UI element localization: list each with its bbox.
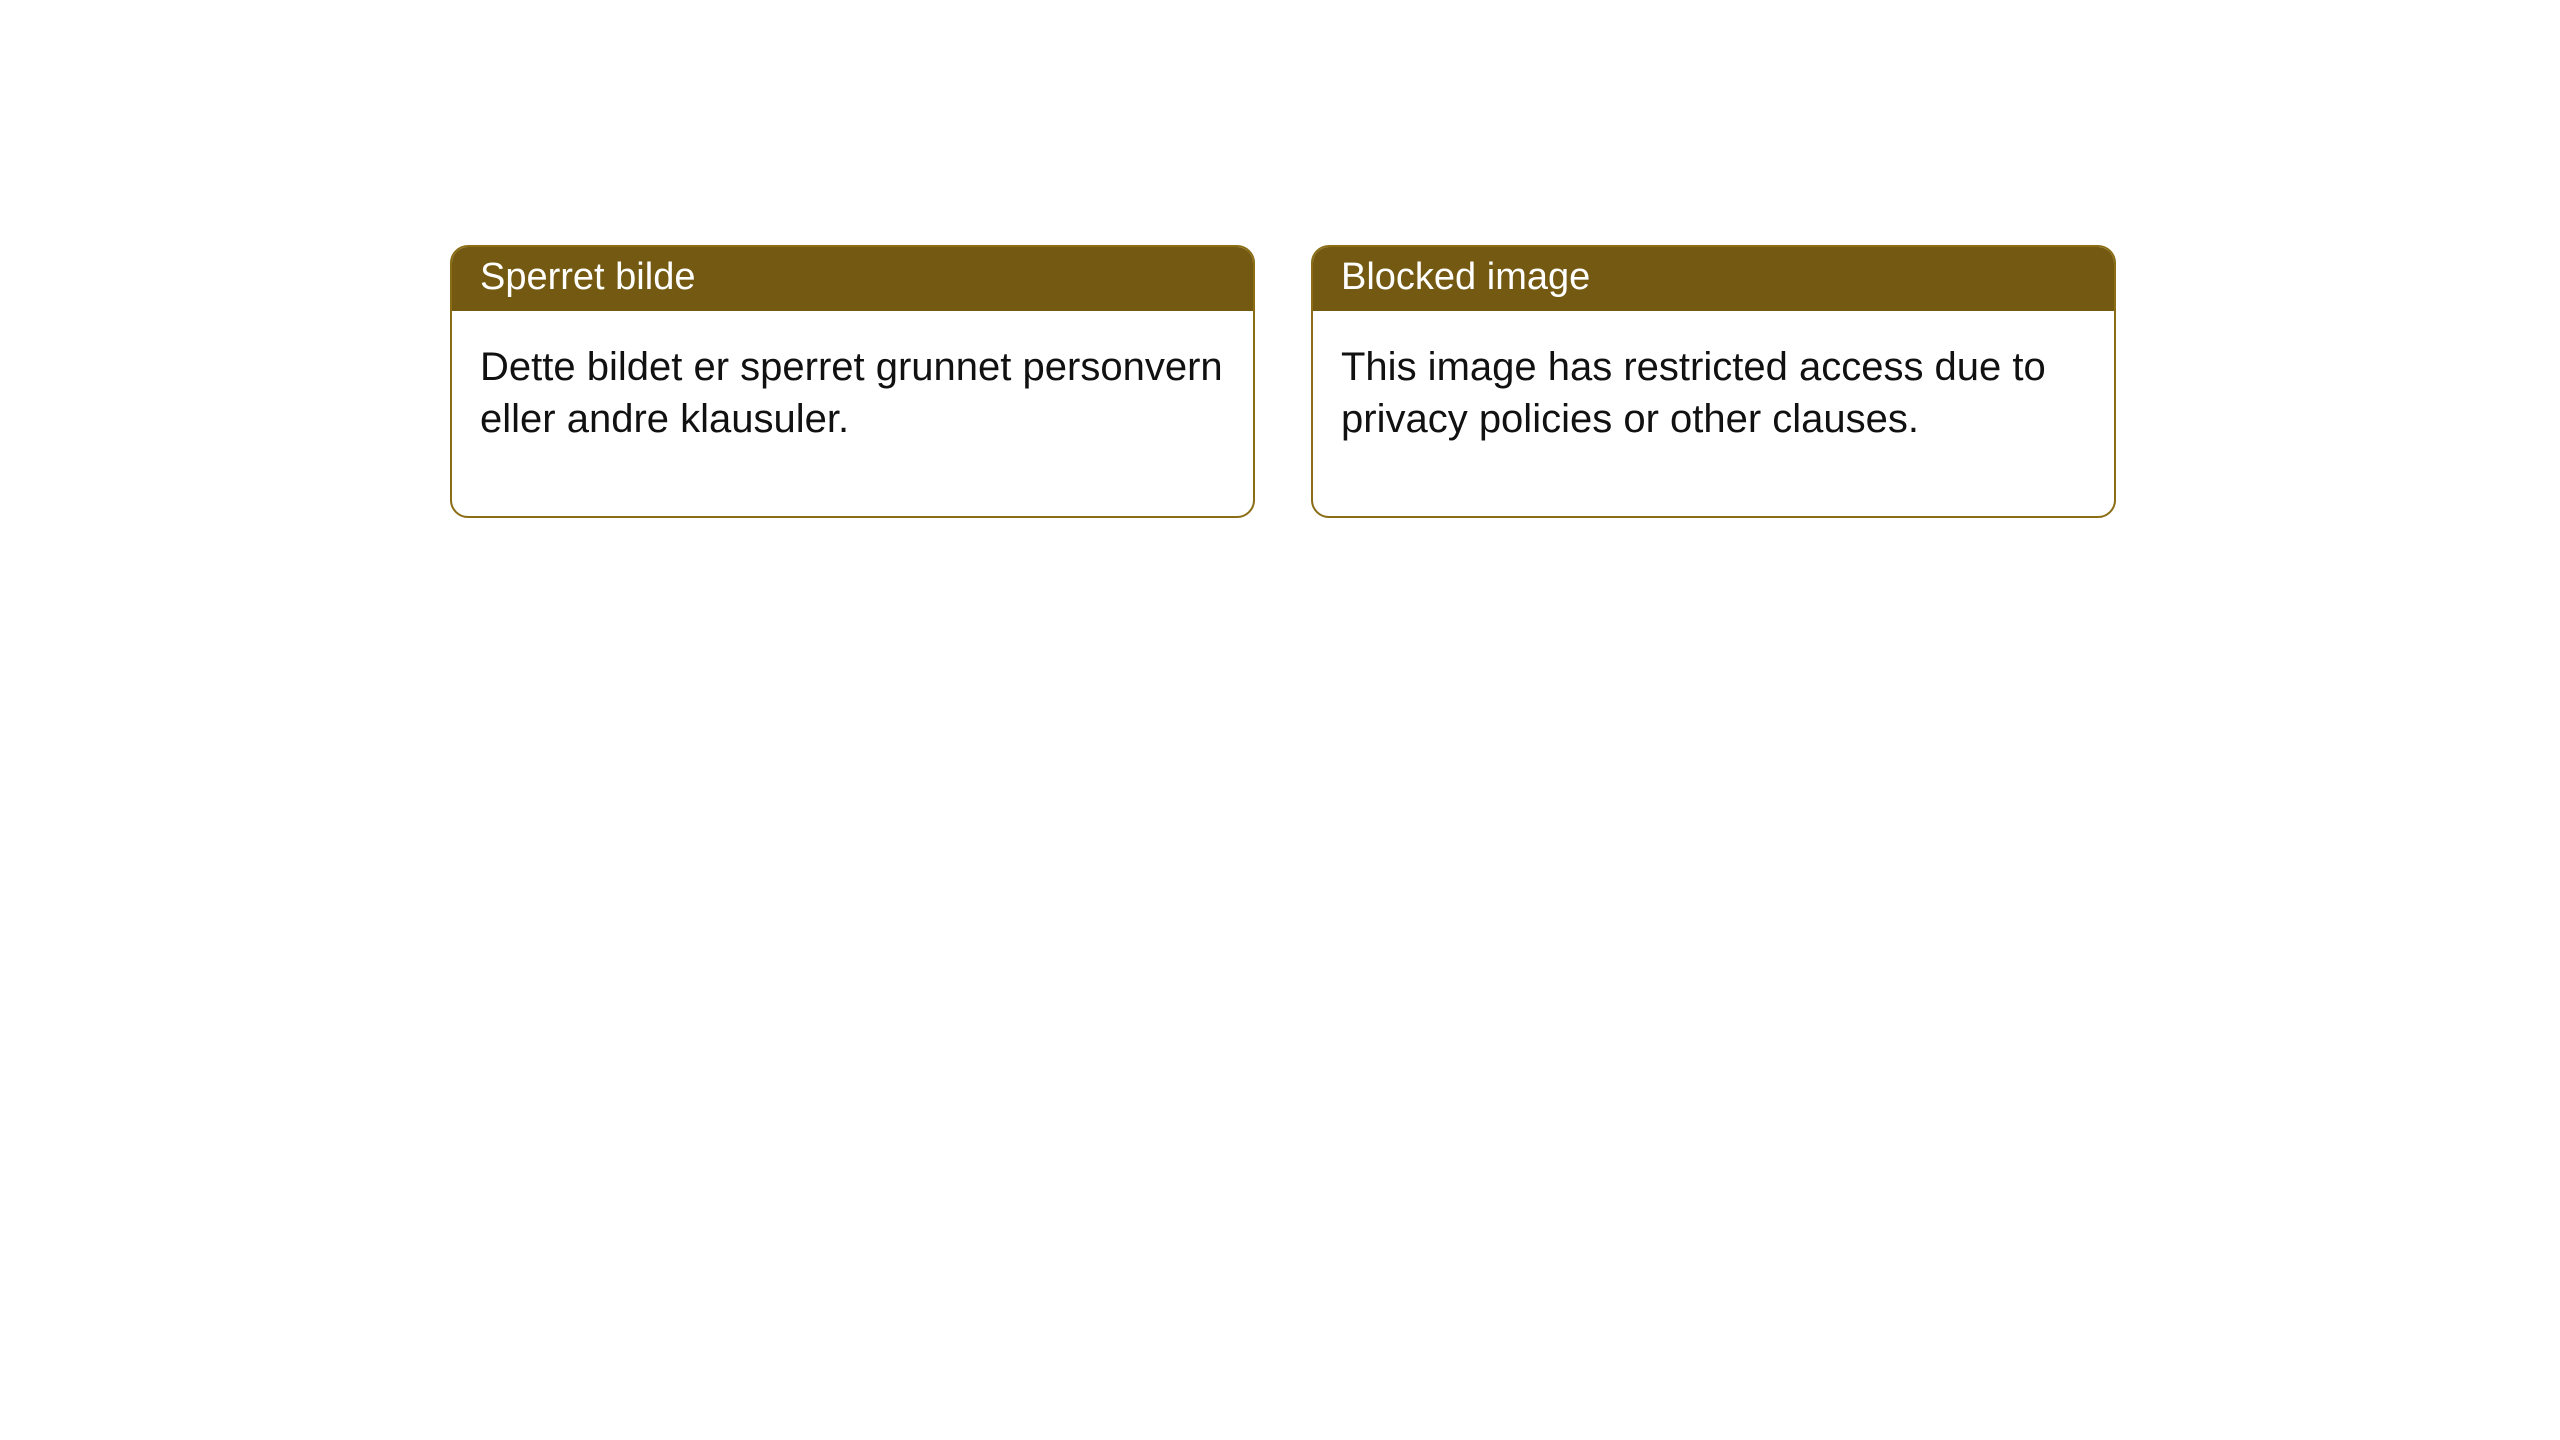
notice-body: Dette bildet er sperret grunnet personve… [452,311,1253,517]
notice-title: Sperret bilde [452,247,1253,311]
notice-container: Sperret bilde Dette bildet er sperret gr… [0,0,2560,518]
notice-body: This image has restricted access due to … [1313,311,2114,517]
notice-card-norwegian: Sperret bilde Dette bildet er sperret gr… [450,245,1255,518]
notice-title: Blocked image [1313,247,2114,311]
notice-card-english: Blocked image This image has restricted … [1311,245,2116,518]
